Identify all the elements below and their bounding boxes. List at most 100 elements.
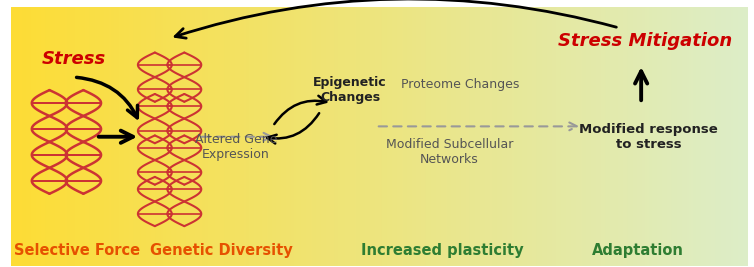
Bar (608, 7, 611, 266)
Bar (232, 7, 234, 266)
Bar (424, 7, 426, 266)
Text: Stress Mitigation: Stress Mitigation (558, 32, 732, 50)
Bar (625, 7, 627, 266)
Bar (299, 7, 301, 266)
Bar (38, 7, 41, 266)
Bar (323, 7, 326, 266)
Bar (535, 7, 537, 266)
Bar (19, 7, 21, 266)
Bar (293, 7, 296, 266)
Bar (733, 7, 736, 266)
Bar (149, 7, 152, 266)
Bar (746, 7, 748, 266)
Bar (596, 7, 598, 266)
Bar (660, 7, 662, 266)
Text: Altered Gene
Expression: Altered Gene Expression (195, 133, 277, 161)
Bar (372, 7, 375, 266)
Bar (662, 7, 664, 266)
Bar (571, 7, 574, 266)
Bar (436, 7, 439, 266)
Bar (618, 7, 621, 266)
Bar (547, 7, 549, 266)
Bar (539, 7, 541, 266)
Bar (645, 7, 648, 266)
Bar (485, 7, 488, 266)
Bar (566, 7, 569, 266)
Bar (728, 7, 731, 266)
Bar (409, 7, 412, 266)
Bar (102, 7, 105, 266)
Bar (31, 7, 33, 266)
Bar (458, 7, 461, 266)
Bar (274, 7, 277, 266)
Bar (404, 7, 406, 266)
Bar (461, 7, 463, 266)
Bar (129, 7, 131, 266)
Bar (107, 7, 109, 266)
Bar (687, 7, 689, 266)
Bar (470, 7, 473, 266)
Bar (584, 7, 586, 266)
Bar (740, 7, 743, 266)
Bar (16, 7, 19, 266)
Bar (308, 7, 311, 266)
Bar (80, 7, 82, 266)
Bar (210, 7, 213, 266)
Bar (92, 7, 95, 266)
Bar (716, 7, 719, 266)
Bar (29, 7, 31, 266)
Bar (694, 7, 697, 266)
Bar (473, 7, 475, 266)
Bar (279, 7, 281, 266)
Bar (168, 7, 171, 266)
Bar (532, 7, 535, 266)
Bar (574, 7, 576, 266)
Bar (465, 7, 468, 266)
Bar (492, 7, 495, 266)
Bar (453, 7, 455, 266)
Bar (682, 7, 684, 266)
Text: Epigenetic
Changes: Epigenetic Changes (314, 76, 387, 104)
Bar (178, 7, 181, 266)
Bar (284, 7, 287, 266)
Bar (117, 7, 119, 266)
Bar (375, 7, 377, 266)
Bar (684, 7, 687, 266)
Bar (340, 7, 343, 266)
Bar (65, 7, 68, 266)
Bar (512, 7, 515, 266)
Bar (97, 7, 100, 266)
Bar (254, 7, 257, 266)
Bar (205, 7, 207, 266)
Bar (281, 7, 284, 266)
Bar (412, 7, 414, 266)
Bar (379, 7, 382, 266)
Bar (11, 7, 14, 266)
Text: Modified response
to stress: Modified response to stress (579, 123, 718, 151)
Bar (156, 7, 158, 266)
Bar (637, 7, 640, 266)
Bar (502, 7, 505, 266)
Bar (703, 7, 706, 266)
Bar (136, 7, 139, 266)
Bar (389, 7, 392, 266)
Bar (537, 7, 539, 266)
Bar (451, 7, 453, 266)
Bar (124, 7, 127, 266)
Bar (343, 7, 345, 266)
Bar (382, 7, 385, 266)
Bar (43, 7, 45, 266)
Bar (377, 7, 379, 266)
Bar (657, 7, 660, 266)
Bar (173, 7, 176, 266)
Bar (652, 7, 654, 266)
Bar (326, 7, 328, 266)
Bar (449, 7, 451, 266)
Bar (647, 7, 650, 266)
Bar (296, 7, 299, 266)
Bar (709, 7, 711, 266)
Bar (541, 7, 544, 266)
Bar (392, 7, 394, 266)
Bar (365, 7, 367, 266)
Bar (677, 7, 679, 266)
